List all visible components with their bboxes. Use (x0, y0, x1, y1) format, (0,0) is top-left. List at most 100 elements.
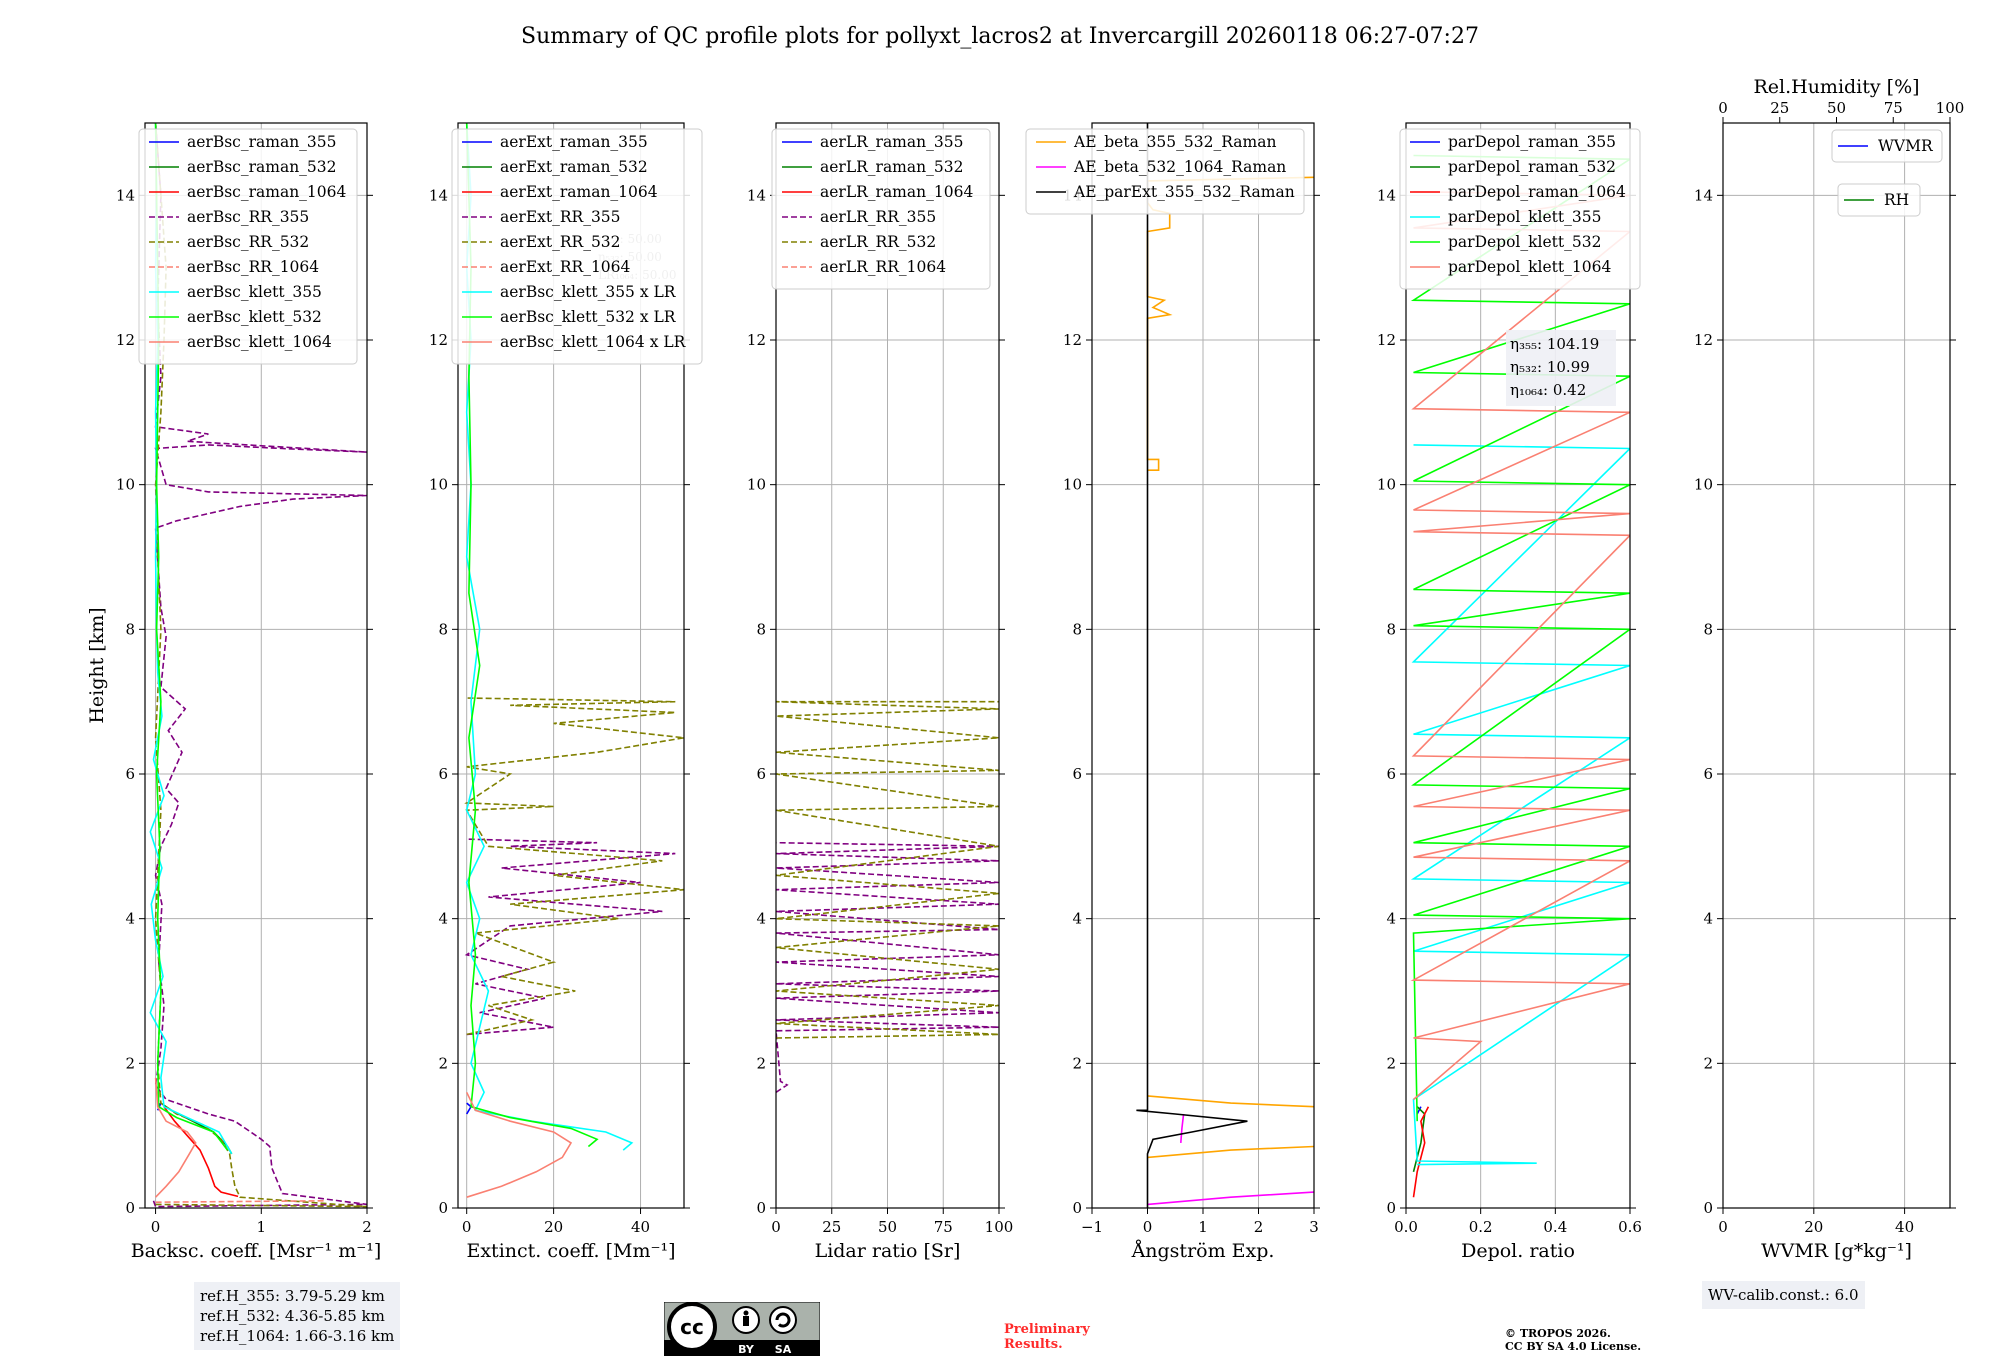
panel-depol: 0.0 0.2 0.4 0.6 0 2 4 6 8 10 12 14 Depol. ratio parDe… (1377, 122, 1642, 1262)
legend-label: aerBsc_klett_532 x LR (500, 308, 677, 326)
y-tick-label: 10 (429, 476, 448, 494)
x-tick-label: 0.4 (1543, 1218, 1567, 1236)
legend-bsc: aerBsc_raman_355 aerBsc_raman_532 aerBsc_r… (138, 128, 358, 365)
y-tick-label: 8 (1386, 620, 1396, 638)
series-AE_beta_355_532_Raman_blobs (1146, 176, 1314, 471)
legend-label: aerBsc_raman_532 (187, 158, 337, 176)
series-aerLR_RR_532 (776, 700, 999, 1039)
preliminary-line-2: Results. (1004, 1337, 1063, 1352)
y-tick-label: 8 (125, 620, 135, 638)
y-tick-label: 0 (756, 1199, 766, 1217)
y-tick-label: 10 (1694, 476, 1713, 494)
y-tick-label: 8 (438, 620, 448, 638)
copyright-line-2: CC BY SA 4.0 License. (1505, 1340, 1642, 1353)
series-group-lr (776, 700, 999, 1093)
legend-label: parDepol_raman_355 (1448, 133, 1616, 151)
legend-depol: parDepol_raman_355 parDepol_raman_532 parD… (1399, 128, 1641, 290)
x-tick-label: 100 (985, 1218, 1014, 1236)
eta-box (1506, 330, 1616, 406)
y-tick-label: 12 (1377, 331, 1396, 349)
y-tick-label: 10 (1377, 476, 1396, 494)
series-aerBsc_klett_355 x LR (465, 123, 634, 1151)
ref-height-532: ref.H_532: 4.36-5.85 km (200, 1307, 385, 1325)
panel-ext: 0 20 40 0 2 4 6 8 10 12 14 Extinct. coeff. [Mm⁻¹] ae… (429, 122, 703, 1262)
y-tick-label: 4 (1072, 910, 1082, 928)
wv-calib-text: WV-calib.const.: 6.0 (1708, 1286, 1859, 1304)
legend-ae: AE_beta_355_532_Raman AE_beta_532_1064_Ra… (1025, 128, 1305, 215)
legend-label: aerBsc_klett_355 (187, 283, 322, 301)
y-tick-label: 2 (125, 1054, 135, 1072)
legend-label: aerExt_raman_1064 (500, 183, 658, 201)
y-tick-label: 0 (1703, 1199, 1713, 1217)
y-tick-label: 2 (1072, 1054, 1082, 1072)
x-tick-label: 20 (1804, 1218, 1823, 1236)
x-tick-label: 25 (822, 1218, 841, 1236)
y-tick-label: 12 (429, 331, 448, 349)
sa-icon (769, 1306, 797, 1334)
xlabel-bsc: Backsc. coeff. [Msr⁻¹ m⁻¹] (131, 1240, 382, 1262)
y-tick-label: 0 (438, 1199, 448, 1217)
legend-box-WVMR (1831, 129, 1943, 163)
legend-lr: aerLR_raman_355 aerLR_raman_532 aerLR_rama… (771, 128, 991, 290)
y-tick-label: 4 (125, 910, 135, 928)
x-tick-label: 2 (362, 1218, 372, 1236)
x-tick-label: −1 (1081, 1218, 1103, 1236)
y-tick-label: 2 (438, 1054, 448, 1072)
ticks-ae: −1012302468101214 (1063, 186, 1320, 1236)
x-tick-label: 0 (1718, 1218, 1728, 1236)
y-tick-label: 6 (438, 765, 448, 783)
eta-text: η₅₃₂: 10.99 (1510, 358, 1590, 376)
xlabel-ext: Extinct. coeff. [Mm⁻¹] (466, 1240, 675, 1262)
legend-label: aerBsc_RR_532 (187, 233, 309, 251)
legend-label: aerExt_raman_532 (500, 158, 648, 176)
y-tick-label: 14 (429, 186, 448, 204)
legend-box-RH (1837, 183, 1921, 217)
x-tick-label: 1 (1198, 1218, 1208, 1236)
legend-label: parDepol_raman_1064 (1448, 183, 1626, 201)
panel-lr: 0 25 50 75 100 0 2 4 6 8 10 12 14 Lidar ratio [Sr] aer… (747, 122, 1014, 1262)
axes-frame-wv (1722, 122, 1951, 1209)
y-tick-label: 4 (1386, 910, 1396, 928)
y-tick-label: 4 (1703, 910, 1713, 928)
ref-height-1064: ref.H_1064: 1.66-3.16 km (200, 1327, 395, 1345)
preliminary-line-1: Preliminary (1004, 1322, 1090, 1337)
y-tick-label: 14 (116, 186, 135, 204)
legend-label: aerBsc_raman_355 (187, 133, 337, 151)
legend-box-depol (1399, 128, 1641, 290)
legend-ext: aerExt_raman_355 aerExt_raman_532 aerExt_r… (451, 128, 703, 365)
series-aerExt_RR_532 (464, 697, 684, 1036)
series-aerBsc_klett_1064 (154, 1077, 197, 1198)
y-tick-label: 10 (116, 476, 135, 494)
eta-text: η₃₅₅: 104.19 (1510, 335, 1599, 353)
legend-label: aerExt_raman_355 (500, 133, 648, 151)
legend-label: aerExt_RR_532 (500, 233, 621, 251)
x-tick-label: 20 (544, 1218, 563, 1236)
series-aerBsc_RR_1064 (155, 1200, 325, 1203)
xlabel-ae: Ångström Exp. (1131, 1240, 1275, 1262)
ref-heights-box: ref.H_355: 3.79-5.29 km ref.H_532: 4.36-… (194, 1282, 401, 1350)
x-tick-label: 0.2 (1469, 1218, 1493, 1236)
series-AE_beta_532_1064_Raman_upper (1180, 1113, 1185, 1143)
legend-label: parDepol_klett_532 (1448, 233, 1601, 251)
series-aerBsc_klett_532 x LR (465, 123, 599, 1148)
y-tick-label: 2 (1703, 1054, 1713, 1072)
legend-label: parDepol_raman_532 (1448, 158, 1616, 176)
y-tick-label: 6 (1386, 765, 1396, 783)
series-aerExt_RR_355 (464, 838, 676, 1036)
x-tick-label: 0 (771, 1218, 781, 1236)
x-top-tick-label: 0 (1718, 99, 1728, 117)
legend-label: AE_beta_532_1064_Raman (1073, 158, 1286, 176)
series-group-ext (464, 123, 684, 1198)
copyright-note: © TROPOS 2026. CC BY SA 4.0 License. (1505, 1327, 1641, 1353)
legend-label: parDepol_klett_355 (1448, 208, 1601, 226)
legend-label: aerBsc_RR_1064 (187, 258, 319, 276)
x-top-tick-label: 25 (1770, 99, 1789, 117)
series-parDepol_klett_355 (1410, 444, 1630, 1166)
series-AE_beta_532_1064_Raman (1147, 1191, 1314, 1206)
y-tick-label: 8 (1703, 620, 1713, 638)
series-aerBsc_raman_1064 (163, 1106, 239, 1198)
ticks-depol: 0.0 0.2 0.4 0.6 0 2 4 6 8 10 12 14 (1377, 186, 1642, 1236)
grid-ae (1091, 123, 1315, 1209)
legend-label: aerLR_RR_532 (820, 233, 936, 251)
